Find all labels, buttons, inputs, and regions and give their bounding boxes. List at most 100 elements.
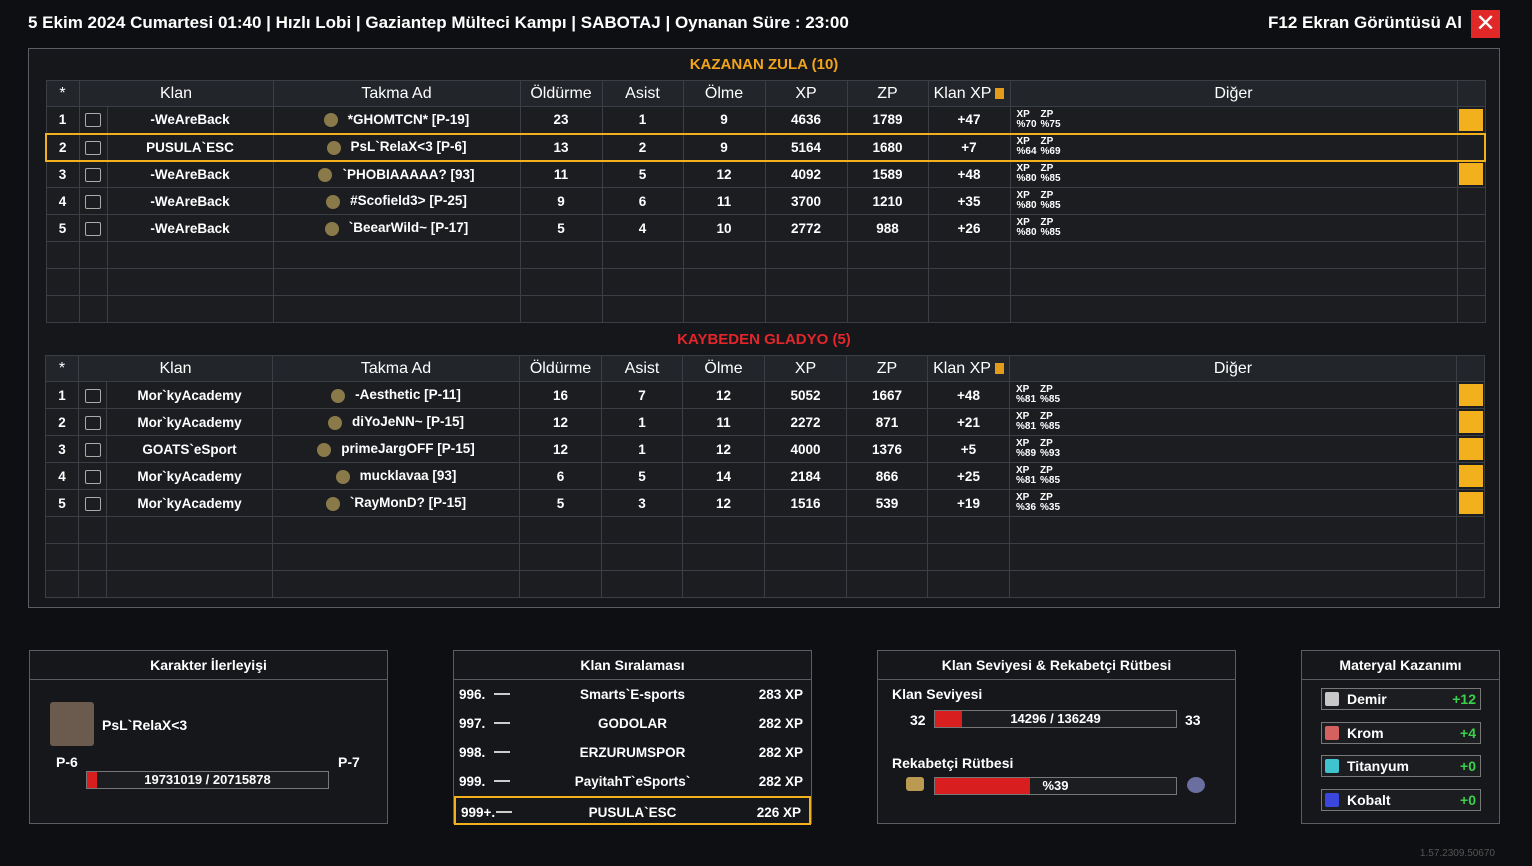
- clan-name: GOATS`eSport: [106, 435, 273, 463]
- close-button[interactable]: ✕: [1471, 10, 1500, 38]
- stat: 4092: [764, 160, 848, 188]
- progress-bar: 19731019 / 20715878: [86, 771, 329, 789]
- stat: 10: [682, 214, 766, 242]
- add-friend-button[interactable]: [1458, 438, 1483, 460]
- empty-cell: [272, 516, 520, 544]
- header-text: Takma Ad: [360, 359, 432, 377]
- header-text: Öldürme: [529, 359, 592, 377]
- stat: 13: [519, 132, 603, 162]
- empty-cell: [601, 570, 683, 598]
- nick-cell: `BeearWild~ [P-17]: [272, 214, 521, 242]
- rank-icon: [331, 388, 346, 403]
- material-gain: +12: [1452, 691, 1476, 707]
- nickname: *GHOMTCN* [P-19]: [347, 112, 470, 128]
- winners-table: * Klan Takma Ad Öldürme Asist Ölme XP ZP Klan XP…: [45, 80, 1486, 323]
- clan-level-panel: Klan Seviyesi & Rekabetçi Rütbesi Klan S…: [877, 650, 1236, 824]
- version: 1.57.2309.50670: [1419, 848, 1495, 859]
- column-header: Öldürme: [519, 355, 602, 382]
- empty-cell: [106, 543, 273, 571]
- empty-row: [45, 241, 1486, 269]
- add-friend-button[interactable]: [1459, 108, 1483, 131]
- nickname: `RayMonD? [P-15]: [349, 495, 467, 511]
- add-friend-button[interactable]: [1458, 492, 1483, 514]
- bonus-value: %64: [1016, 146, 1037, 157]
- bonus-value: %80: [1016, 173, 1037, 185]
- add-friend-button[interactable]: [1458, 411, 1483, 433]
- empty-cell: [78, 516, 107, 544]
- empty-cell: [764, 516, 847, 544]
- stat: 5: [519, 214, 603, 242]
- empty-cell: [78, 570, 107, 598]
- bonus-value: %85: [1040, 227, 1061, 238]
- nickname: mucklavaa [93]: [359, 468, 457, 484]
- bonus-value: %93: [1040, 448, 1061, 459]
- empty-cell: [106, 241, 274, 269]
- bonus: ZP %69: [1041, 137, 1061, 157]
- other-cell: XP %81 ZP %85: [1009, 462, 1457, 490]
- stat: 1516: [764, 489, 847, 517]
- header-text: Asist: [624, 359, 660, 377]
- action-cell: [1456, 435, 1485, 463]
- empty-cell: [764, 543, 847, 571]
- header-text: Ölme: [704, 84, 744, 102]
- empty-cell: [927, 241, 1011, 269]
- rank-icon: [323, 113, 338, 128]
- bonus: XP %36: [1016, 493, 1036, 513]
- bonus-label: ZP: [1040, 163, 1054, 175]
- player-row: 5 -WeAreBack `BeearWild~ [P-17] 5 4 10 2772 988…: [45, 214, 1486, 242]
- bonus-label: ZP: [1040, 438, 1053, 449]
- action-cell: [1456, 408, 1485, 436]
- score-table: * Klan Takma Ad Öldürme Asist Ölme XP ZP Klan XP…: [45, 80, 1486, 323]
- nickname: #Scofield3> [P-25]: [350, 193, 467, 209]
- nickname: diYoJeNN~ [P-15]: [352, 414, 464, 430]
- stat: 6: [601, 187, 684, 215]
- bonus-value: %70: [1016, 118, 1037, 130]
- action-cell: [1456, 381, 1485, 409]
- header-text: Klan XP: [933, 84, 992, 102]
- empty-cell: [519, 295, 603, 323]
- losers-title: KAYBEDEN GLADYO (5): [677, 331, 851, 348]
- bonus-label: ZP: [1040, 190, 1054, 201]
- rank-icon: [906, 777, 924, 791]
- clan-emblem: [78, 160, 108, 188]
- stat: +25: [927, 462, 1010, 490]
- next-level: P-7: [338, 754, 360, 770]
- empty-cell: [764, 570, 847, 598]
- bonus-value: %85: [1040, 475, 1061, 486]
- empty-cell: [272, 543, 520, 571]
- bonus: XP %80: [1017, 218, 1037, 238]
- empty-cell: [846, 516, 928, 544]
- player-row: 4 Mor`kyAcademy mucklavaa [93] 6 5 14 2184 866 +…: [45, 462, 1485, 490]
- empty-cell: [1009, 241, 1458, 269]
- trend: [494, 693, 510, 695]
- bonus-value: %69: [1040, 146, 1061, 157]
- stat: 5: [601, 462, 683, 490]
- column-header: *: [45, 80, 80, 107]
- material-color: [1325, 792, 1339, 807]
- empty-cell: [846, 268, 929, 296]
- add-friend-button[interactable]: [1459, 163, 1483, 186]
- stat: 539: [846, 489, 928, 517]
- column-header: XP: [764, 80, 848, 107]
- nick-cell: *GHOMTCN* [P-19]: [272, 106, 521, 134]
- stat: +47: [927, 106, 1011, 134]
- bonus-value: %81: [1016, 475, 1037, 486]
- column-header: Asist: [601, 355, 683, 382]
- action-cell: [1456, 489, 1485, 517]
- rank: 1: [45, 106, 80, 134]
- empty-cell: [78, 543, 107, 571]
- bonus-label: XP: [1016, 492, 1030, 503]
- empty-cell: [106, 268, 274, 296]
- stat: 2772: [764, 214, 848, 242]
- player-row: 2 PUSULA`ESC PsL`RelaX<3 [P-6] 13 2 9 5164 1680…: [45, 132, 1486, 162]
- add-friend-button[interactable]: [1458, 384, 1483, 406]
- column-header: Klan XP: [927, 80, 1011, 107]
- bonus-label: XP: [1016, 384, 1030, 395]
- position: 999.: [459, 774, 486, 789]
- rank-progress: %39: [1042, 778, 1069, 793]
- add-friend-button[interactable]: [1458, 465, 1483, 487]
- material-row: Titanyum +0: [1321, 755, 1481, 777]
- bonus: ZP %93: [1040, 439, 1060, 459]
- empty-cell: [927, 268, 1011, 296]
- bonus-value: %81: [1016, 394, 1037, 405]
